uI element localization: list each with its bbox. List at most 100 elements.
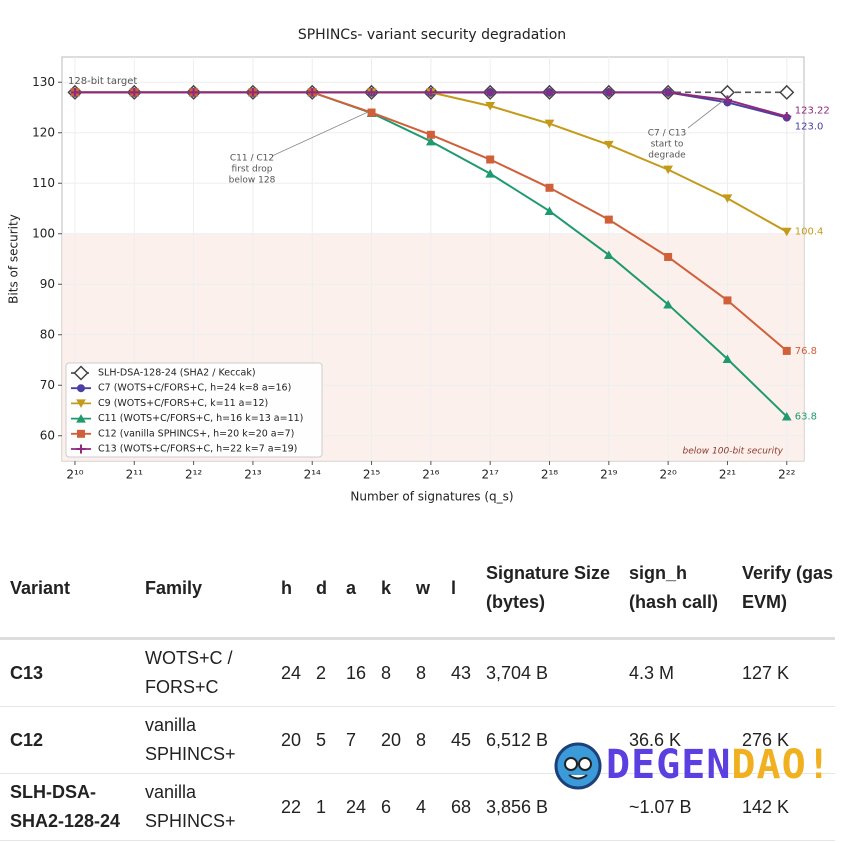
table-cell: vanilla SPHINCS+	[145, 782, 236, 831]
marker	[307, 87, 317, 97]
value-label: 123.22	[795, 105, 830, 116]
marker	[485, 101, 496, 111]
table-cell: ~1.07 B	[629, 796, 692, 817]
table-header: w	[416, 577, 431, 598]
marker	[604, 87, 614, 97]
table-cell: 24	[346, 796, 367, 817]
marker	[70, 87, 80, 97]
marker	[76, 444, 86, 454]
table-cell: 127 K	[742, 662, 790, 683]
y-tick-label: 70	[40, 378, 55, 392]
marker	[544, 206, 555, 216]
table-cell: 16	[346, 662, 367, 683]
y-tick-label: 80	[40, 327, 55, 341]
marker	[781, 412, 792, 421]
table-cell: 3,704 B	[486, 662, 549, 683]
annotation: below 128	[229, 176, 276, 186]
row-divider	[0, 637, 835, 640]
row-divider	[0, 706, 835, 707]
row-divider	[0, 840, 835, 841]
legend-label: C9 (WOTS+C/FORS+C, k=11 a=12)	[98, 398, 268, 409]
marker	[426, 87, 436, 97]
value-label: 76.8	[795, 346, 817, 357]
table-header: k	[381, 577, 392, 598]
table-cell: 2	[316, 662, 327, 683]
annotation-arrow	[687, 99, 725, 129]
x-tick-label: 2¹²	[185, 468, 202, 482]
table-cell: vanilla SPHINCS+	[145, 715, 236, 764]
marker	[77, 429, 85, 438]
table-cell: 6,512 B	[486, 729, 549, 750]
table-header: a	[346, 577, 357, 598]
annotation: C11 / C12	[230, 154, 274, 164]
table-cell: 20	[281, 729, 302, 750]
marker	[426, 136, 436, 146]
table-header: d	[316, 577, 327, 598]
marker	[545, 183, 554, 192]
x-axis-label: Number of signatures (q_s)	[350, 490, 513, 504]
x-tick-label: 2¹⁵	[363, 468, 380, 482]
marker	[781, 227, 792, 237]
marker	[248, 87, 258, 97]
table-header: Signature Size (bytes)	[486, 563, 611, 612]
marker	[722, 95, 732, 105]
marker	[722, 354, 733, 363]
logo-text: DEGEN	[606, 742, 732, 788]
table-cell: 36.6 K	[629, 729, 682, 750]
marker	[544, 119, 555, 129]
annotation: C7 / C13	[648, 129, 687, 139]
marker	[782, 346, 791, 355]
row-divider	[0, 773, 835, 774]
marker	[603, 140, 614, 150]
marker	[545, 87, 555, 97]
marker	[722, 194, 733, 203]
table-cell: 7	[346, 729, 357, 750]
table-cell: WOTS+C / FORS+C	[145, 648, 233, 697]
table-cell: 43	[451, 662, 472, 683]
marker	[485, 87, 495, 97]
legend-label: SLH-DSA-128-24 (SHA2 / Keccak)	[98, 368, 256, 379]
value-label: 123.0	[795, 122, 824, 133]
legend-label: C7 (WOTS+C/FORS+C, h=24 k=8 a=16)	[98, 383, 291, 394]
marker	[367, 87, 377, 97]
table-cell: 22	[281, 796, 302, 817]
table-cell: 6	[381, 796, 392, 817]
value-label: 100.4	[795, 227, 824, 238]
marker	[76, 414, 86, 423]
legend-label: C11 (WOTS+C/FORS+C, h=16 k=13 a=11)	[98, 413, 303, 424]
marker	[779, 84, 795, 100]
marker	[485, 169, 496, 178]
x-tick-label: 2¹¹	[126, 468, 143, 482]
marker	[73, 365, 89, 381]
y-tick-label: 120	[32, 125, 55, 139]
marker	[782, 111, 792, 121]
table-cell: 8	[381, 662, 392, 683]
marker	[129, 87, 139, 97]
table-cell: 8	[416, 729, 427, 750]
table-cell: 276 K	[742, 729, 790, 750]
table-header: Family	[145, 577, 203, 598]
y-axis-label: Bits of security	[7, 214, 21, 304]
annotation: below 100-bit security	[683, 447, 784, 457]
table-cell: C13	[10, 662, 44, 683]
marker	[723, 296, 732, 305]
table-header: h	[281, 577, 292, 598]
annotation-arrow	[271, 111, 369, 157]
chart: SPHINCs- variant security degradation Nu…	[7, 27, 830, 504]
logo-text: DAO!	[731, 742, 832, 788]
marker	[426, 130, 435, 139]
table-cell: 3,856 B	[486, 796, 549, 817]
x-tick-label: 2¹⁶	[422, 468, 439, 482]
marker	[664, 252, 673, 261]
marker	[486, 155, 495, 164]
y-tick-label: 90	[40, 277, 55, 291]
table-cell: 24	[281, 662, 302, 683]
value-label: 63.8	[795, 412, 817, 423]
table-header: l	[451, 577, 457, 598]
marker	[604, 215, 613, 224]
table-cell: 4.3 M	[629, 662, 675, 683]
table-header: Variant	[10, 577, 71, 598]
marker	[76, 399, 86, 408]
table-cell: SLH-DSA-SHA2-128-24	[10, 782, 121, 831]
